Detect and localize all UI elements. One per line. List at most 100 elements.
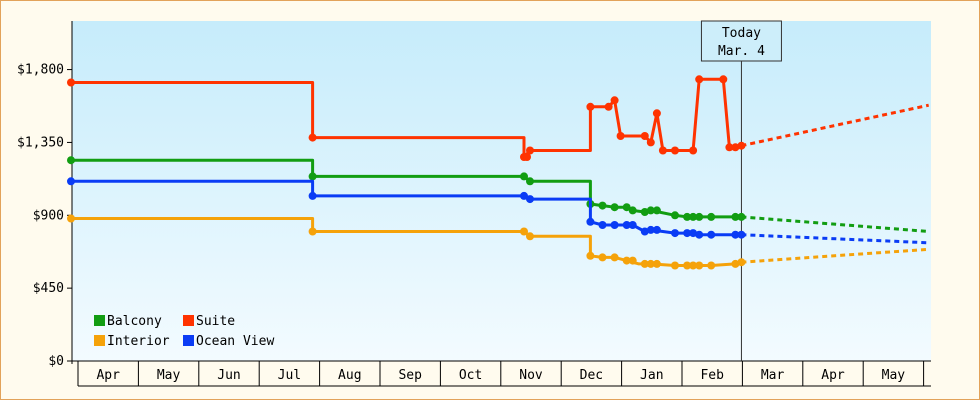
today-date: Mar. 4 bbox=[718, 44, 765, 59]
data-point-ocean-view bbox=[598, 221, 607, 229]
data-point-balcony bbox=[308, 172, 317, 181]
projection-line-interior bbox=[741, 247, 929, 264]
month-label: Jun bbox=[217, 368, 240, 383]
data-point-ocean-view bbox=[646, 225, 655, 234]
data-point-balcony bbox=[683, 212, 692, 221]
data-point-ocean-view bbox=[610, 221, 619, 229]
legend-swatch-suite bbox=[183, 315, 194, 326]
today-marker: Today Mar. 4 bbox=[700, 20, 782, 361]
month-label: Aug bbox=[338, 368, 361, 383]
data-point-ocean-view bbox=[520, 191, 528, 200]
data-point-interior bbox=[689, 261, 698, 270]
data-point-interior bbox=[646, 259, 655, 268]
legend-swatch-balcony bbox=[94, 315, 105, 326]
projection-line-ocean-view bbox=[741, 233, 929, 245]
data-point-suite bbox=[523, 153, 531, 161]
data-point-balcony bbox=[652, 206, 661, 215]
plot-background bbox=[72, 21, 931, 361]
month-label: May bbox=[882, 368, 906, 383]
data-point-balcony bbox=[640, 208, 649, 216]
month-label: Mar bbox=[761, 368, 785, 383]
data-point-interior bbox=[598, 253, 607, 262]
legend-swatch-interior bbox=[94, 335, 105, 346]
data-point-interior bbox=[67, 214, 75, 223]
month-label: Dec bbox=[580, 368, 603, 383]
legend: Balcony Suite Interior Ocean View bbox=[94, 314, 274, 349]
data-point-balcony bbox=[671, 211, 679, 220]
series-lines bbox=[67, 75, 930, 270]
data-point-ocean-view bbox=[731, 230, 740, 239]
data-point-interior bbox=[731, 259, 740, 268]
data-point-ocean-view bbox=[628, 221, 637, 229]
y-tick-label: $1,800 bbox=[17, 63, 64, 78]
data-point-balcony bbox=[622, 203, 631, 212]
data-point-interior bbox=[652, 259, 661, 268]
data-point-ocean-view bbox=[737, 230, 746, 239]
data-point-suite bbox=[671, 146, 679, 155]
legend-label-suite: Suite bbox=[196, 314, 235, 329]
data-point-suite bbox=[616, 132, 625, 140]
data-point-suite bbox=[719, 75, 728, 84]
month-label: Apr bbox=[96, 368, 120, 383]
projection-line-balcony bbox=[741, 215, 929, 233]
data-point-ocean-view bbox=[652, 225, 661, 234]
data-point-ocean-view bbox=[683, 229, 692, 238]
data-point-ocean-view bbox=[586, 217, 595, 226]
data-point-interior bbox=[695, 261, 704, 270]
month-label: Jul bbox=[278, 368, 301, 383]
x-axis: Apr May Jun Jul Aug Sep Oct Nov Dec Jan Feb Mar Apr M… bbox=[72, 360, 931, 387]
data-point-balcony bbox=[598, 201, 607, 210]
data-point-ocean-view bbox=[67, 177, 75, 186]
data-point-interior bbox=[737, 258, 746, 267]
data-point-balcony bbox=[628, 206, 637, 215]
data-point-interior bbox=[707, 261, 716, 270]
data-point-interior bbox=[586, 251, 595, 260]
y-tick-label: $0 bbox=[48, 354, 64, 369]
data-point-ocean-view bbox=[308, 191, 317, 200]
data-point-suite bbox=[652, 109, 661, 118]
month-label: Feb bbox=[700, 368, 724, 383]
projection-line-suite bbox=[741, 103, 930, 148]
data-point-suite bbox=[308, 133, 317, 142]
today-box bbox=[700, 20, 782, 62]
data-point-suite bbox=[725, 143, 734, 152]
data-point-ocean-view bbox=[671, 229, 679, 238]
data-point-interior bbox=[671, 261, 679, 270]
y-tick-label: $450 bbox=[33, 281, 64, 296]
y-axis: $0 $450 $900 $1,350 $1,800 bbox=[17, 21, 73, 369]
data-point-interior bbox=[520, 227, 528, 236]
today-label: Today bbox=[722, 26, 761, 41]
data-point-ocean-view bbox=[622, 221, 631, 229]
month-label: Oct bbox=[459, 368, 482, 383]
month-label: May bbox=[157, 368, 181, 383]
data-point-suite bbox=[610, 96, 619, 105]
data-point-balcony bbox=[610, 203, 619, 212]
month-label: Apr bbox=[821, 368, 845, 383]
data-point-ocean-view bbox=[526, 195, 534, 204]
legend-swatch-ocean-view bbox=[183, 335, 194, 346]
month-label: Nov bbox=[519, 368, 543, 383]
data-point-balcony bbox=[695, 212, 704, 221]
data-point-ocean-view bbox=[707, 230, 716, 239]
data-point-balcony bbox=[689, 212, 698, 221]
data-point-interior bbox=[622, 256, 631, 265]
data-point-suite bbox=[526, 146, 534, 155]
data-point-suite bbox=[658, 146, 667, 155]
data-point-balcony bbox=[731, 212, 740, 221]
data-point-interior bbox=[683, 261, 692, 270]
data-point-suite bbox=[604, 102, 613, 111]
data-point-suite bbox=[67, 78, 75, 87]
legend-label-interior: Interior bbox=[107, 334, 170, 349]
data-point-balcony bbox=[707, 212, 716, 221]
data-point-suite bbox=[737, 141, 746, 150]
data-point-interior bbox=[628, 256, 637, 265]
data-point-suite bbox=[640, 132, 649, 140]
data-point-ocean-view bbox=[640, 227, 649, 236]
data-point-balcony bbox=[526, 177, 534, 186]
data-point-interior bbox=[640, 259, 649, 268]
month-label: Sep bbox=[398, 368, 422, 383]
data-point-interior bbox=[308, 227, 317, 236]
data-point-ocean-view bbox=[689, 229, 698, 238]
y-tick-label: $1,350 bbox=[17, 135, 64, 150]
